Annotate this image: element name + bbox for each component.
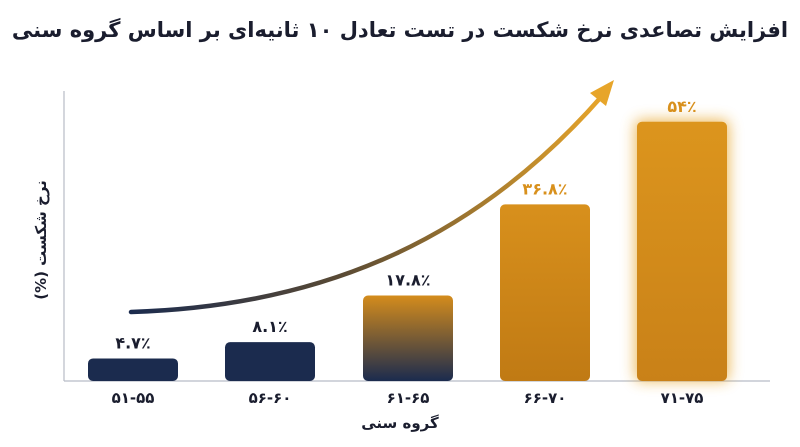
chart-title: افزایش تصاعدی نرخ شکست در تست تعادل ۱۰ ث… (11, 18, 789, 42)
bar-3 (363, 295, 453, 381)
trend-arrow-head (590, 80, 614, 106)
x-tick-label-2: ۵۶-۶۰ (249, 389, 292, 407)
bar-5 (637, 121, 727, 382)
x-axis-label: گروه سنی (361, 414, 439, 432)
value-label-5: ۵۴٪ (667, 97, 696, 116)
x-tick-label-1: ۵۱-۵۵ (112, 389, 155, 407)
value-label-4: ۳۶.۸٪ (522, 179, 567, 198)
value-label-1: ۴.۷٪ (115, 333, 150, 352)
value-label-3: ۱۷.۸٪ (385, 271, 430, 290)
x-tick-label-4: ۶۶-۷۰ (524, 389, 567, 407)
bar-1 (88, 358, 178, 381)
x-tick-label-3: ۶۱-۶۵ (387, 389, 430, 407)
x-tick-label-5: ۷۱-۷۵ (661, 389, 704, 407)
bar-2 (225, 342, 315, 381)
trend-arrow-line (128, 93, 605, 315)
value-label-2: ۸.۱٪ (252, 317, 287, 336)
bar-4 (500, 204, 590, 381)
